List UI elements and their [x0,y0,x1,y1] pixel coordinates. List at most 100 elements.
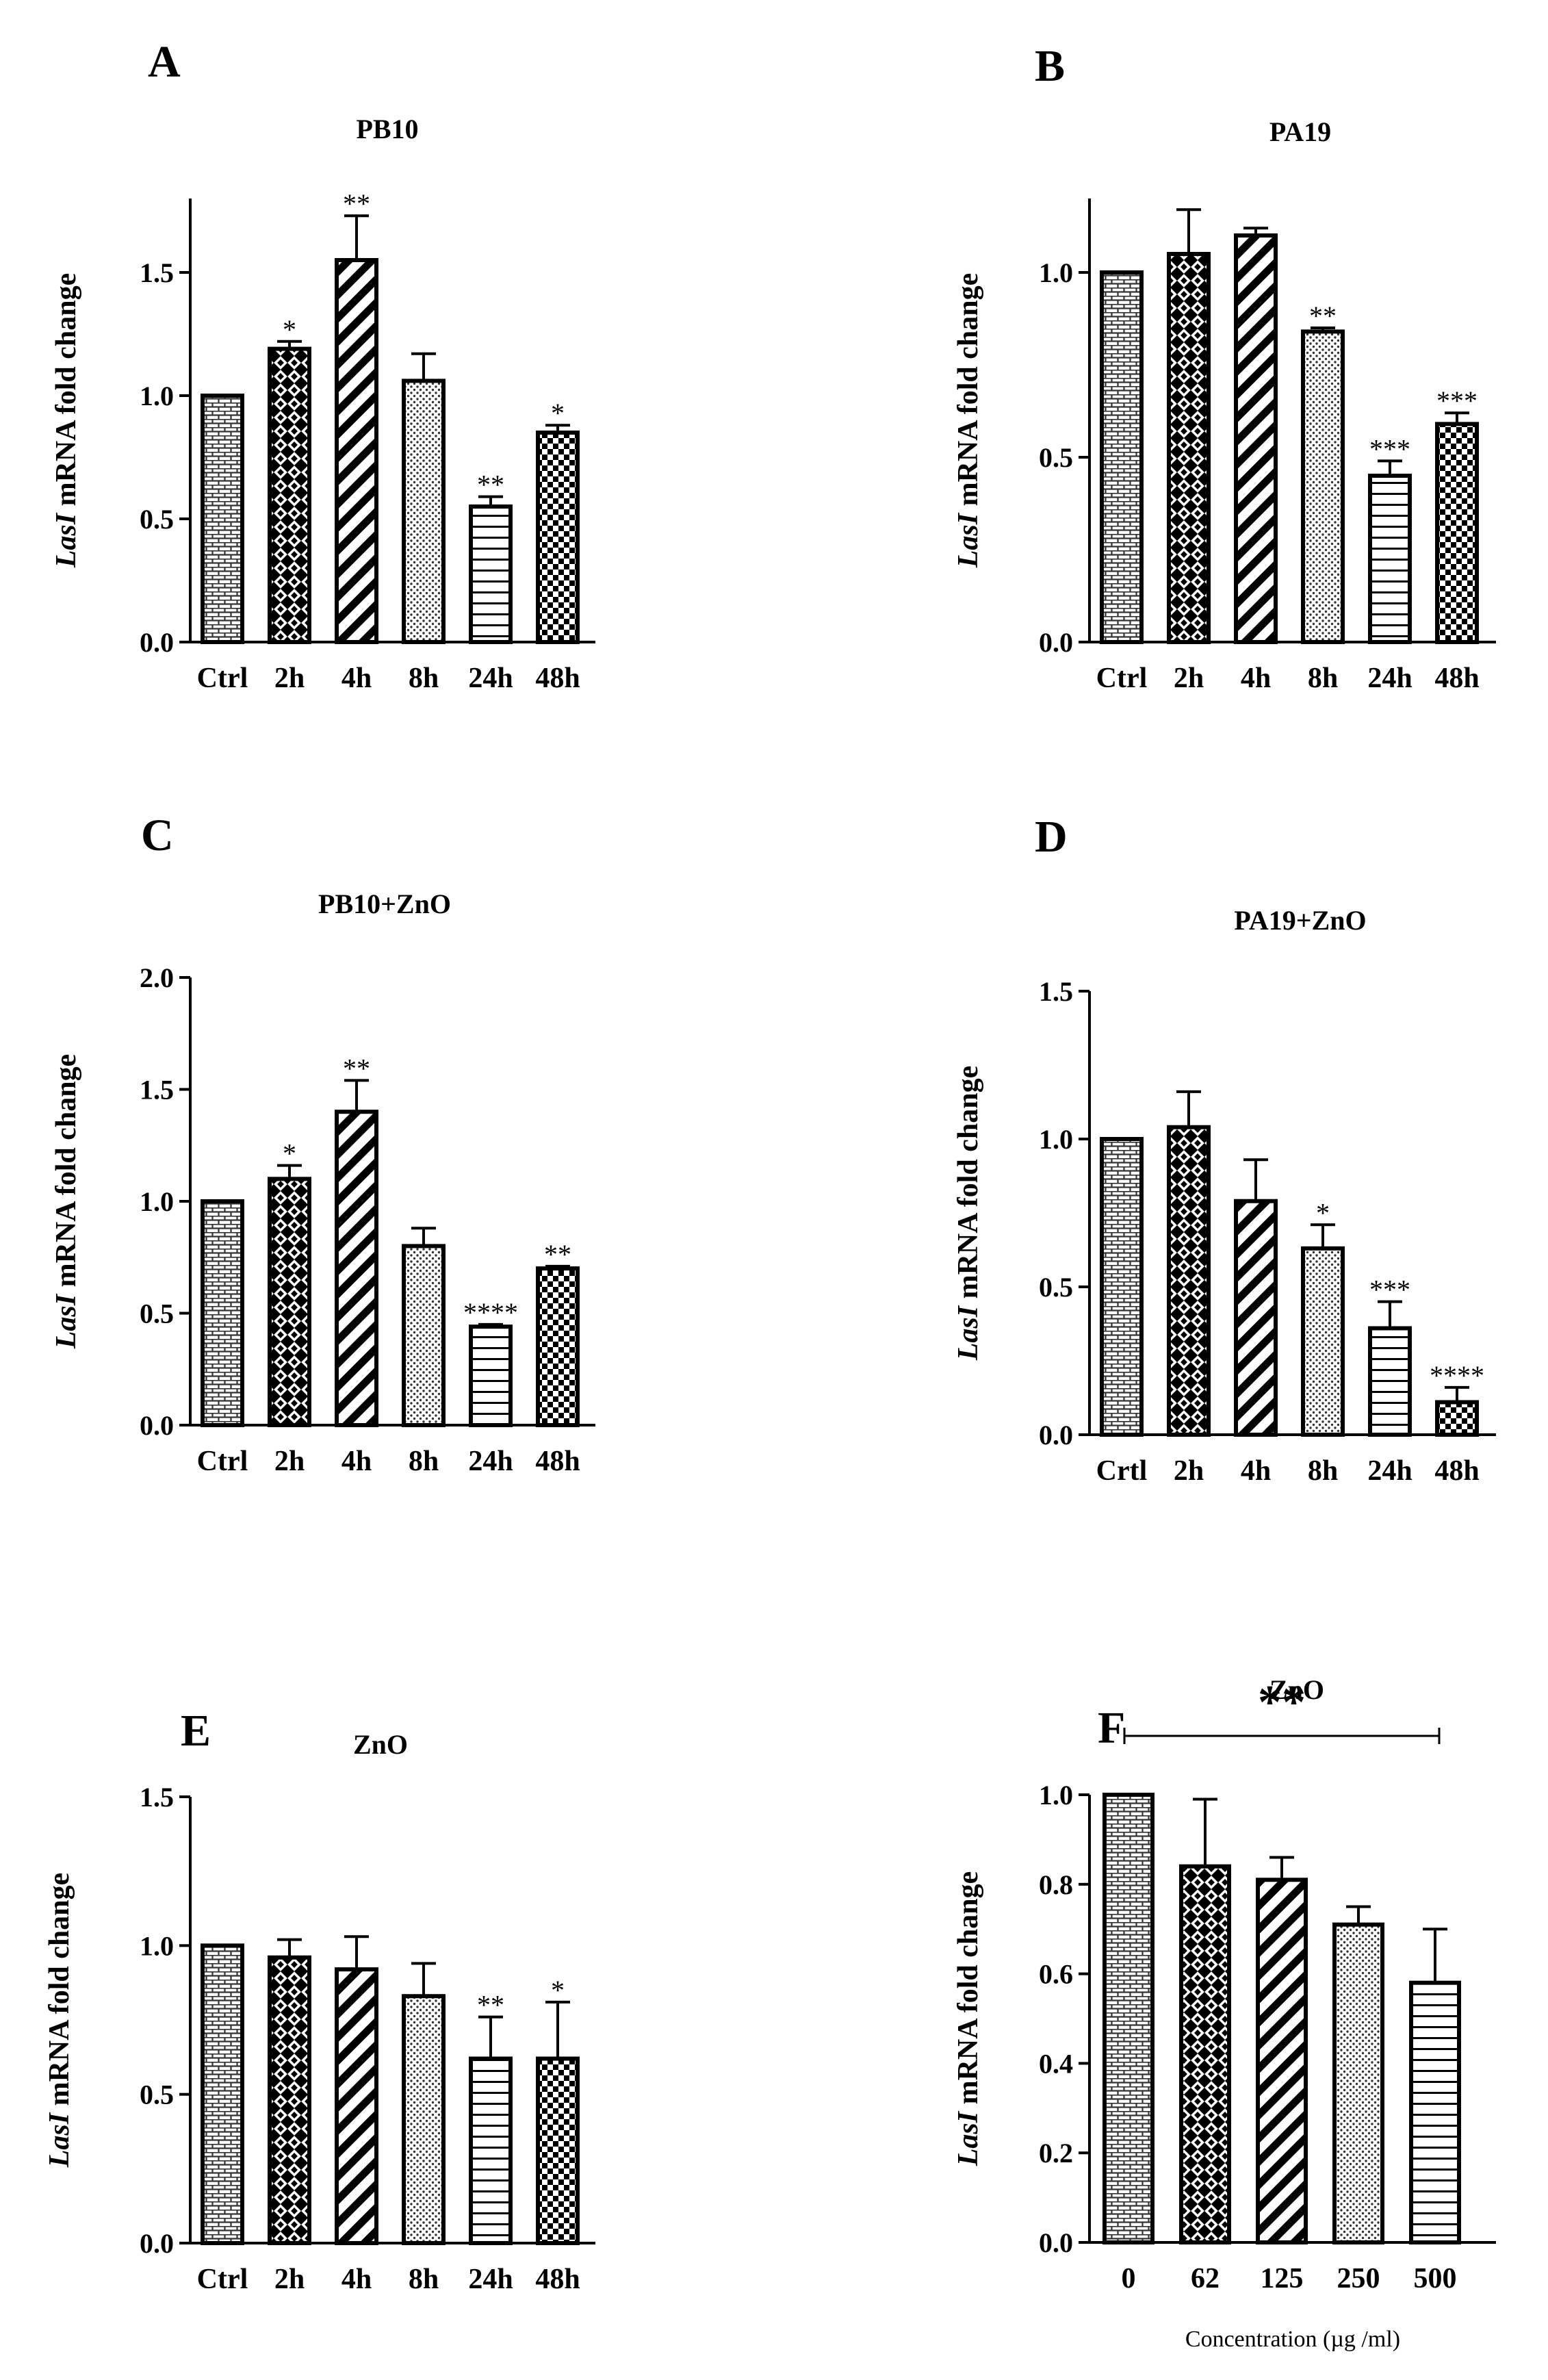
panel-e: E ZnO 0.0 0.5 1.0 1.5 LasI mRNA fold change C… [44,1706,595,2295]
y-tick-label: 0.4 [1039,2048,1073,2079]
y-axis-label-text: mRNA fold change [953,1871,984,2112]
significance-label: * [283,1138,296,1169]
bar-24h [1368,1326,1412,1437]
significance-label: ** [477,470,504,500]
x-category-label: 8h [1308,663,1338,694]
y-tick-label: 0.5 [1039,442,1073,473]
x-category-label: 8h [409,2264,439,2295]
bar-500 [1409,1980,1461,2244]
x-category-label: Ctrl [197,1446,248,1477]
y-tick-label: 2.0 [140,962,174,993]
bar-62 [1179,1864,1231,2244]
bar-2h [268,1955,311,2245]
bar-24h [469,2056,513,2245]
x-category-label: 2h [274,1446,305,1477]
significance-label: ** [343,188,370,219]
panel-b: B PA19 0.0 0.5 1.0 LasI mRNA fold change Ctr… [953,41,1496,694]
x-category-label: 48h [535,2264,580,2295]
significance-label: * [1316,1197,1330,1228]
significance-label: * [283,314,296,345]
bar-24h [1368,474,1412,644]
significance-label: * [551,1975,565,2006]
x-category-label: 125 [1261,2263,1304,2294]
panel-title: ZnO [1269,1674,1324,1705]
significance-label: ** [477,1990,504,2021]
panel-c: C PB10+ZnO 0.0 0.5 1.0 1.5 2.0 LasI mRNA fold… [51,810,595,1477]
x-category-label: 2h [274,2264,305,2295]
bar-8h [402,379,446,645]
x-category-label: 24h [468,1446,513,1477]
bar-8h [402,1244,446,1428]
x-category-label: 4h [1241,663,1271,694]
bar-8h [1301,329,1345,644]
x-category-label: Crtl [1096,1455,1148,1487]
x-category-label: 500 [1414,2263,1457,2294]
bar-250 [1332,1922,1384,2244]
significance-label: * [551,398,565,428]
bar-2h [1167,252,1211,644]
significance-label: ** [1309,300,1337,331]
x-category-label: 24h [468,663,513,694]
panel-title: ZnO [353,1729,408,1760]
x-category-label: 8h [1308,1455,1338,1487]
x-category-label: 48h [1434,1455,1479,1487]
panel-letter: A [148,37,181,87]
y-tick-label: 1.0 [140,1930,174,1961]
bar-48h [1435,1400,1479,1437]
bar-24h [469,1325,513,1427]
bar-ctrl [1100,270,1144,644]
bar-48h [536,1266,580,1427]
x-category-label: 24h [1367,663,1412,694]
bar-ctrl [201,394,244,644]
panel-title: PA19 [1269,116,1331,147]
x-category-label: 4h [341,1446,372,1477]
significance-bracket-label: ** [1258,1676,1306,1729]
panel-letter: F [1098,1703,1125,1753]
y-tick-label: 1.0 [1039,1780,1073,1810]
y-tick-label: 1.5 [1039,976,1073,1007]
y-tick-label: 0.0 [1039,2227,1073,2258]
y-tick-label: 0.0 [1039,1420,1073,1450]
y-axis-label: LasI mRNA fold change [953,1066,984,1361]
panel-letter: E [181,1706,211,1756]
bar-ctrl [201,1943,244,2245]
bar-crtl [1100,1137,1144,1437]
significance-label: ** [544,1239,571,1270]
y-tick-label: 0.5 [140,2080,174,2110]
x-category-label: 8h [409,1446,439,1477]
bar-2h [268,1177,311,1428]
y-tick-label: 0.5 [1039,1272,1073,1303]
bar-24h [469,504,513,644]
y-tick-label: 1.0 [1039,1124,1073,1155]
significance-label: ** [343,1053,370,1084]
panel-title: PA19+ZnO [1234,905,1366,936]
x-category-label: 48h [1434,663,1479,694]
bar-8h [402,1994,446,2245]
y-tick-label: 1.5 [140,257,174,288]
y-tick-label: 1.5 [140,1782,174,1813]
y-axis-label: LasI mRNA fold change [51,1054,82,1350]
panel-title: PB10+ZnO [318,888,451,919]
x-category-label: 24h [1367,1455,1412,1487]
panel-d: D PA19+ZnO 0.0 0.5 1.0 1.5 LasI mRNA fold ch… [953,812,1496,1487]
y-axis-label-gene: LasI [953,512,984,568]
x-category-label: 62 [1191,2263,1220,2294]
bar-48h [1435,422,1479,645]
y-tick-label: 0.2 [1039,2138,1073,2168]
x-category-label: 48h [535,1446,580,1477]
y-tick-label: 0.8 [1039,1869,1073,1900]
bar-0 [1102,1793,1154,2244]
x-category-label: 48h [535,663,580,694]
y-tick-label: 0.5 [140,504,174,535]
y-tick-label: 0.0 [140,627,174,658]
panel-letter: D [1035,812,1068,862]
panel-a: A PB10 0.0 0.5 1.0 1.5 LasI mRNA fold change… [51,37,595,694]
x-category-label: Ctrl [197,663,248,694]
y-axis-label: LasI mRNA fold change [953,1871,984,2167]
panel-letter: B [1035,41,1065,91]
panel-title: PB10 [356,114,418,144]
x-category-label: Ctrl [197,2264,248,2295]
bar-4h [1234,1199,1278,1437]
panel-f: F ZnO 0.0 0.2 0.4 0.6 0.8 1.0 LasI mRNA fold c… [953,1674,1496,2352]
